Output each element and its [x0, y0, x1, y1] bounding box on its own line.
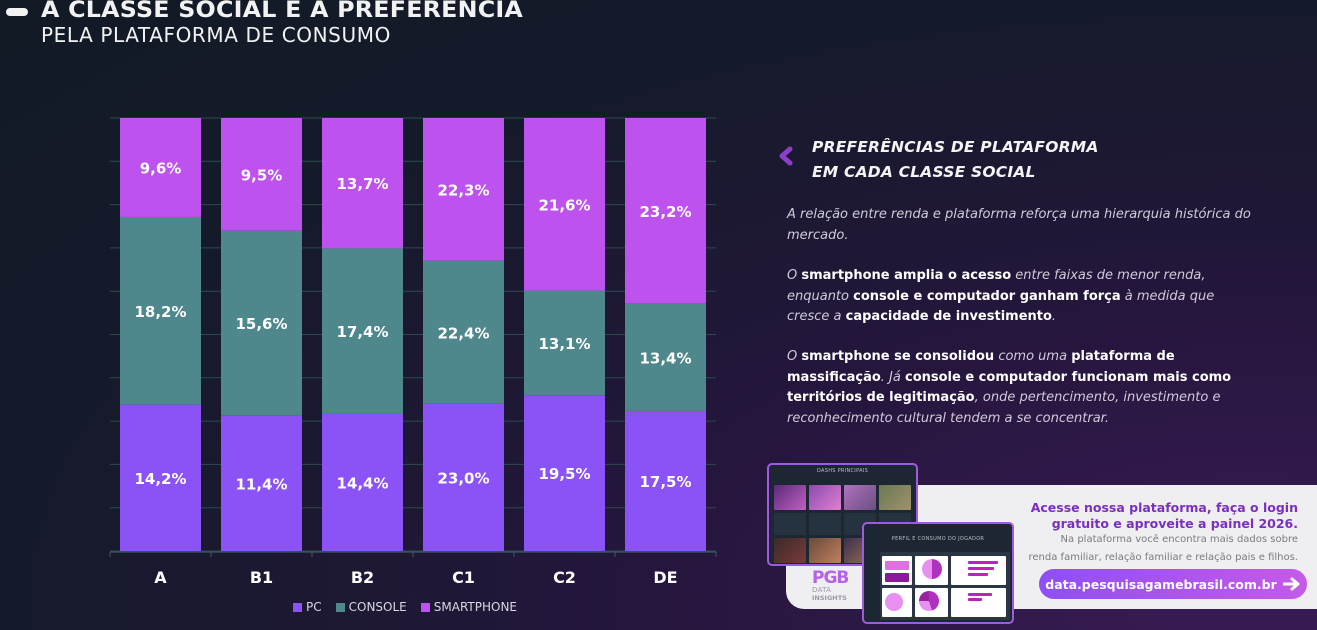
bar-segment-console-b2: [322, 248, 403, 414]
pgb-data-insights-logo: PGB DATA INSIGHTS: [812, 568, 858, 606]
bar-segment-pc-b1: [221, 415, 302, 551]
legend-swatch-console: [335, 602, 345, 612]
p3-run: O: [787, 349, 802, 364]
bar-segment-console-a: [120, 216, 201, 405]
bar-segment-smartphone-b2: [322, 118, 403, 249]
data-label-smartphone-de: 23,2%: [639, 203, 691, 221]
bar-segment-smartphone-b1: [221, 118, 302, 231]
data-label-pc-de: 17,5%: [639, 473, 691, 491]
bar-segment-pc-a: [120, 404, 201, 551]
category-label-a: A: [154, 568, 167, 587]
p2-run: entre faixas de menor renda, enquanto: [787, 268, 1206, 304]
chevron-left-icon: [779, 146, 793, 166]
bar-segment-smartphone-a: [120, 118, 201, 217]
bar-segment-pc-b2: [322, 413, 403, 551]
chart-x-axis: [109, 551, 717, 557]
data-label-pc-a: 14,2%: [134, 470, 186, 488]
legend-swatch-pc: [293, 602, 302, 612]
chart-legend: PC CONSOLE SMARTPHONE: [293, 600, 517, 614]
legend-label-smartphone: SMARTPHONE: [433, 600, 518, 614]
chart-category-labels: A B1 B2 C1 C2 DE: [154, 568, 677, 587]
legend-item-smartphone: SMARTPHONE: [420, 600, 518, 614]
p2-run: console e computador ganham força: [853, 288, 1121, 304]
p3-run: . Já: [880, 369, 905, 385]
data-label-smartphone-c2: 21,6%: [538, 196, 590, 214]
data-label-smartphone-c1: 22,3%: [437, 181, 489, 199]
bar-segment-console-de: [625, 303, 706, 411]
p2-run: capacidade de investimento: [845, 309, 1052, 324]
legend-label-console: CONSOLE: [348, 600, 407, 614]
bar-segment-smartphone-de: [625, 118, 706, 304]
p2-run: O: [787, 268, 802, 283]
promo-subtitle: Na plataforma você encontra mais dados s…: [1029, 531, 1298, 567]
side-title: PREFERÊNCIAS DE PLATAFORMA EM CADA CLASS…: [812, 135, 1099, 185]
promo-title-line1: Acesse nossa plataforma, faça o login: [1030, 500, 1298, 515]
shot2-title: PERFIL E CONSUMO DO JOGADOR: [891, 536, 985, 542]
category-label-b1: B1: [250, 568, 273, 587]
data-label-console-c1: 22,4%: [437, 324, 489, 342]
data-label-console-b2: 17,4%: [336, 323, 388, 341]
bar-segment-console-b1: [221, 230, 302, 416]
data-label-console-c2: 13,1%: [538, 335, 590, 353]
legend-label-pc: PC: [306, 600, 322, 614]
p3-run: como uma: [994, 349, 1072, 364]
data-label-console-a: 18,2%: [134, 303, 186, 321]
promo-title: Acesse nossa plataforma, faça o login gr…: [1031, 500, 1298, 532]
legend-item-pc: PC: [293, 600, 322, 614]
p2-run: à medida que cresce a: [787, 288, 1215, 325]
promo-sub-line2: renda familiar, relação familiar e relaç…: [1028, 552, 1298, 563]
p3-run: , onde pertencimento, investimento e rec…: [787, 390, 1221, 426]
data-label-smartphone-b2: 13,7%: [336, 175, 388, 193]
data-label-smartphone-b1: 9,5%: [241, 166, 283, 184]
legend-swatch-smartphone: [420, 602, 430, 612]
title-pill-icon: [6, 8, 28, 16]
data-label-pc-b1: 11,4%: [235, 475, 287, 493]
data-label-pc-c2: 19,5%: [538, 465, 590, 483]
side-title-line1: PREFERÊNCIAS DE PLATAFORMA: [812, 138, 1099, 156]
bar-segment-smartphone-c2: [524, 118, 605, 291]
legend-item-console: CONSOLE: [335, 600, 407, 614]
p2-run: smartphone amplia o acesso: [801, 268, 1012, 283]
shot1-title: DASHS PRINCIPAIS: [816, 468, 869, 474]
chart-bars: [120, 118, 706, 551]
dashboard-screenshot-profile: PERFIL E CONSUMO DO JOGADOR: [862, 522, 1014, 624]
bar-segment-pc-de: [625, 410, 706, 551]
promo-sub-line1: Na plataforma você encontra mais dados s…: [1060, 534, 1298, 545]
chart-gridlines: [110, 117, 716, 552]
data-label-pc-b2: 14,4%: [336, 474, 388, 492]
logo-pg: PGB: [812, 568, 849, 588]
p3-run: smartphone se consolidou: [801, 349, 995, 364]
side-paragraph-3: O smartphone se consolidou como uma plat…: [787, 347, 1257, 429]
data-label-smartphone-a: 9,6%: [140, 159, 182, 177]
platform-link-button[interactable]: data.pesquisagamebrasil.com.br: [1039, 569, 1307, 599]
bar-segment-pc-c2: [524, 395, 605, 551]
bar-segment-console-c1: [423, 260, 504, 404]
page-subtitle: PELA PLATAFORMA DE CONSUMO: [41, 23, 391, 47]
p3-run: plataforma de massificação: [787, 349, 1175, 385]
side-paragraph-1: A relação entre renda e plataforma refor…: [787, 205, 1257, 246]
side-paragraph-2: O smartphone amplia o acesso entre faixa…: [787, 266, 1257, 328]
data-label-pc-c1: 23,0%: [437, 469, 489, 487]
chart-segment-labels: 14,2% 18,2% 9,6% 11,4% 15,6% 9,5% 14,4% 17,4% 13…: [134, 159, 691, 493]
logo-data: DATA: [812, 586, 832, 594]
bar-segment-smartphone-c1: [423, 118, 504, 261]
category-label-de: DE: [653, 568, 677, 587]
page-title: A CLASSE SOCIAL E A PREFERÊNCIA: [41, 0, 524, 23]
side-paragraph-1-text: A relação entre renda e plataforma refor…: [787, 207, 1251, 243]
category-label-b2: B2: [351, 568, 374, 587]
data-label-console-b1: 15,6%: [235, 315, 287, 333]
platform-link-label: data.pesquisagamebrasil.com.br: [1045, 576, 1277, 592]
p3-run: console e computador funcionam mais como…: [787, 369, 1232, 406]
promo-title-line2: gratuito e aproveite a painel 2026.: [1051, 516, 1298, 531]
p2-run: .: [1051, 309, 1057, 324]
stacked-bar-chart: 14,2% 18,2% 9,6% 11,4% 15,6% 9,5% 14,4% 17,4% 13…: [109, 117, 717, 587]
arrow-right-icon: [1282, 577, 1300, 591]
bar-segment-console-c2: [524, 290, 605, 396]
data-label-console-de: 13,4%: [639, 349, 691, 367]
logo-insights: INSIGHTS: [812, 594, 847, 602]
category-label-c1: C1: [452, 568, 475, 587]
category-label-c2: C2: [553, 568, 576, 587]
side-title-line2: EM CADA CLASSE SOCIAL: [812, 163, 1036, 181]
bar-segment-pc-c1: [423, 403, 504, 551]
